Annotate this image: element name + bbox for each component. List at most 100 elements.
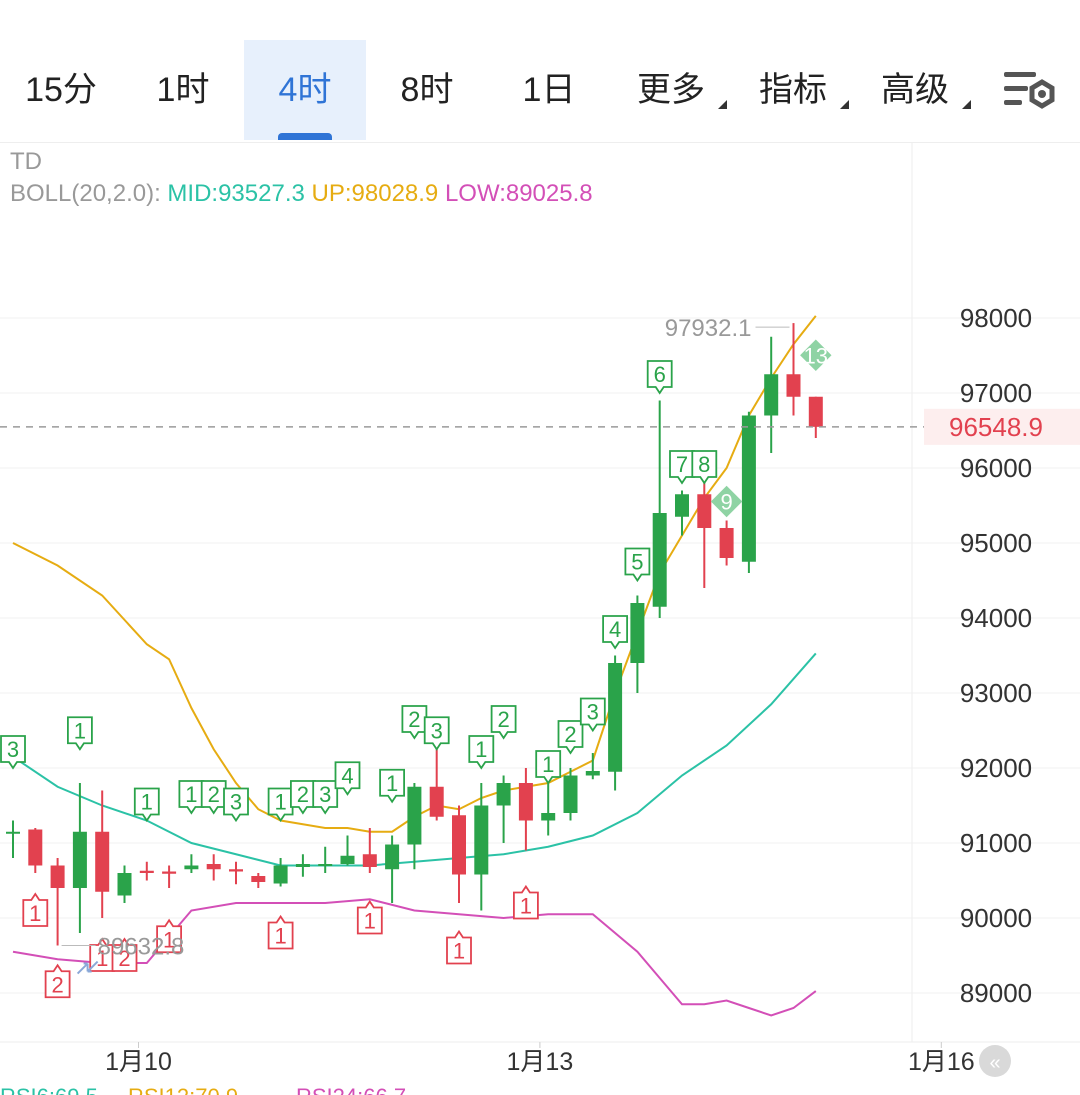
- candle-body[interactable]: [764, 374, 779, 416]
- td-marker: [156, 918, 183, 954]
- candle-body[interactable]: [697, 494, 712, 528]
- td-marker: [22, 892, 49, 927]
- td-marker-label: 2: [408, 707, 420, 732]
- y-tick-label: 93000: [960, 678, 1032, 708]
- reset-zoom-glyph: [76, 960, 99, 975]
- candle-body[interactable]: [318, 864, 333, 866]
- td-marker-label: 6: [654, 362, 666, 387]
- scroll-to-latest-button[interactable]: [979, 1045, 1011, 1077]
- candle-body[interactable]: [50, 865, 65, 889]
- candle-body[interactable]: [741, 415, 756, 562]
- candle-body[interactable]: [608, 663, 623, 772]
- candle-body[interactable]: [162, 871, 177, 874]
- td-marker-label: 1: [386, 771, 398, 796]
- td-marker-label: 2: [297, 782, 309, 807]
- tab-5[interactable]: 更多: [637, 71, 705, 109]
- td-marker-label: 1: [542, 752, 554, 777]
- td-marker: [44, 963, 71, 999]
- candle-body[interactable]: [429, 786, 444, 817]
- candle-body[interactable]: [675, 494, 689, 517]
- td-marker: [624, 547, 651, 583]
- y-tick-label: 95000: [960, 528, 1032, 558]
- candle-body[interactable]: [652, 513, 667, 607]
- candle-body[interactable]: [808, 396, 823, 427]
- td-marker: [267, 914, 294, 950]
- y-tick-label: 97000: [960, 378, 1032, 408]
- tab-0[interactable]: 15分: [25, 71, 97, 109]
- td-marker: [579, 697, 606, 733]
- chart-settings-icon[interactable]: [1002, 68, 1058, 118]
- rsi6-value: RSI6:69.5: [0, 1084, 98, 1095]
- td-marker: [67, 716, 93, 751]
- td-marker-label: 3: [587, 700, 599, 725]
- rsi-legend: RSI6:69.5 RSI12:70.9 RSI24:66.7: [0, 1082, 1080, 1095]
- candle-body[interactable]: [72, 831, 87, 888]
- td-marker: [356, 899, 383, 935]
- tab-6[interactable]: 指标: [759, 71, 827, 109]
- td-marker-label: 2: [51, 972, 63, 997]
- td-marker-label: 1: [185, 782, 197, 807]
- td-marker-label: 1: [520, 894, 532, 919]
- td-marker: [513, 884, 539, 920]
- td-marker: [446, 929, 472, 965]
- candle-body[interactable]: [474, 805, 489, 875]
- candle-body[interactable]: [139, 870, 154, 873]
- td-marker-label: 1: [163, 927, 175, 952]
- boll-upper-line: [12, 315, 817, 833]
- indicator-name: TD: [10, 148, 42, 175]
- scroll-to-latest-icon: «: [989, 1052, 1000, 1074]
- candle-body[interactable]: [385, 844, 400, 870]
- td-marker: [401, 705, 428, 740]
- candle-body[interactable]: [630, 603, 645, 663]
- td-marker-label: 2: [564, 722, 576, 747]
- candle-body[interactable]: [362, 854, 377, 867]
- dropdown-caret-icon: [718, 100, 727, 109]
- td-marker: [710, 485, 743, 518]
- min-price-label: 89632.8: [98, 934, 185, 961]
- candle-body[interactable]: [452, 815, 466, 875]
- candle-body[interactable]: [184, 865, 199, 870]
- y-tick-label: 91000: [960, 828, 1032, 858]
- tab-1[interactable]: 1时: [156, 71, 210, 109]
- td-marker-label: 1: [74, 718, 86, 743]
- candle-body[interactable]: [786, 374, 801, 397]
- candle-body[interactable]: [28, 829, 43, 866]
- td-marker: [602, 615, 628, 650]
- candle-body[interactable]: [518, 783, 533, 821]
- tab-3[interactable]: 8时: [400, 71, 454, 109]
- candle-body[interactable]: [251, 876, 266, 882]
- candle-body[interactable]: [719, 528, 734, 558]
- candle-body[interactable]: [6, 831, 20, 834]
- td-marker-label: 1: [274, 924, 286, 949]
- candle-body[interactable]: [273, 865, 288, 884]
- candle-body[interactable]: [295, 864, 310, 867]
- td-marker-label: 4: [609, 617, 621, 642]
- candle-body[interactable]: [95, 831, 110, 892]
- td-marker-label: 2: [497, 707, 509, 732]
- candle-body[interactable]: [496, 783, 511, 806]
- candle-body[interactable]: [117, 873, 132, 896]
- x-tick-label: 1月16: [908, 1048, 975, 1076]
- y-tick-label: 94000: [960, 603, 1032, 633]
- td-marker: [800, 339, 832, 371]
- tab-4[interactable]: 1日: [522, 71, 576, 109]
- y-tick-label: 90000: [960, 903, 1032, 933]
- tab-7[interactable]: 高级: [881, 71, 949, 109]
- td-marker: [490, 705, 517, 740]
- td-marker-label: 7: [676, 452, 688, 477]
- candle-body[interactable]: [563, 775, 578, 814]
- candle-body[interactable]: [206, 864, 221, 870]
- candle-body[interactable]: [541, 813, 556, 821]
- max-price-label: 97932.1: [665, 315, 752, 342]
- boll-mid-value: MID:93527.3: [167, 180, 305, 207]
- reset-zoom-icon[interactable]: [76, 960, 99, 975]
- timeframe-toolbar: 15分 1时 4时 8时 1日 更多 指标 高级: [0, 0, 1080, 143]
- candle-body[interactable]: [407, 786, 422, 845]
- tab-2[interactable]: 4时: [244, 40, 366, 140]
- candle-body[interactable]: [340, 855, 355, 864]
- td-marker: [111, 937, 138, 972]
- td-marker-label: 2: [208, 782, 220, 807]
- candle-body[interactable]: [585, 771, 600, 776]
- candle-body[interactable]: [229, 869, 243, 872]
- candlestick-chart[interactable]: 89000 90000 91000 92000 93000 94000 95000 96000…: [0, 142, 1080, 1082]
